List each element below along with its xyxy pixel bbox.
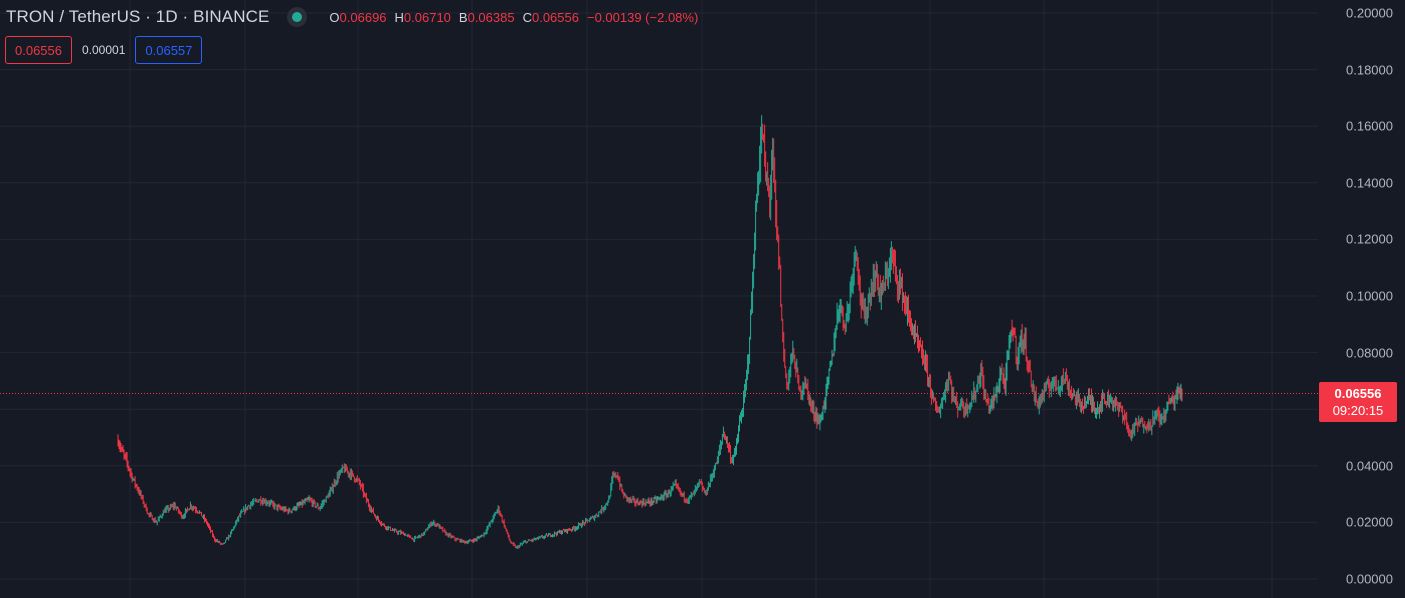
price-axis-tick-label: 0.16000 [1346, 118, 1393, 134]
sell-button[interactable]: 0.06556 [5, 36, 72, 64]
price-axis-tick-label: 0.10000 [1346, 288, 1393, 304]
high-label: H [394, 9, 404, 25]
price-axis-tick-label: 0.14000 [1346, 175, 1393, 191]
candle-countdown: 09:20:15 [1332, 403, 1384, 419]
trade-buttons: 0.06556 0.00001 0.06557 [5, 36, 203, 64]
price-axis-tick-label: 0.08000 [1346, 345, 1393, 361]
last-price-value: 0.06556 [1334, 386, 1382, 402]
grid-lines [0, 0, 1318, 598]
price-axis-tick-label: 0.12000 [1346, 231, 1393, 247]
high-value: 0.06710 [403, 9, 451, 25]
chart-legend: TRON / TetherUS · 1D · BINANCE O 0.06696 … [6, 6, 698, 28]
spread-value: 0.00001 [82, 43, 126, 57]
last-price-tag: 0.06556 09:20:15 [1319, 382, 1397, 423]
price-axis-tick-label: 0.20000 [1346, 5, 1393, 21]
close-value: 0.06556 [531, 9, 579, 25]
ohlc-values: O 0.06696 H 0.06710 B 0.06385 C 0.06556 −0.0… [329, 10, 698, 25]
price-axis-tick-label: 0.02000 [1346, 514, 1393, 530]
close-label: C [522, 9, 532, 25]
open-label: O [329, 9, 340, 25]
price-axis-tick-label: 0.04000 [1346, 458, 1393, 474]
price-axis-tick-label: 0.00000 [1346, 571, 1393, 587]
low-label: B [458, 9, 468, 25]
buy-button[interactable]: 0.06557 [135, 36, 203, 64]
open-value: 0.06696 [339, 9, 387, 25]
market-status-icon[interactable] [287, 7, 308, 27]
price-axis-tick-label: 0.18000 [1346, 62, 1393, 78]
low-value: 0.06385 [467, 9, 515, 25]
change-value: −0.00139 (−2.08%) [586, 9, 699, 25]
candles [117, 115, 1183, 550]
symbol-title[interactable]: TRON / TetherUS · 1D · BINANCE [6, 7, 270, 26]
